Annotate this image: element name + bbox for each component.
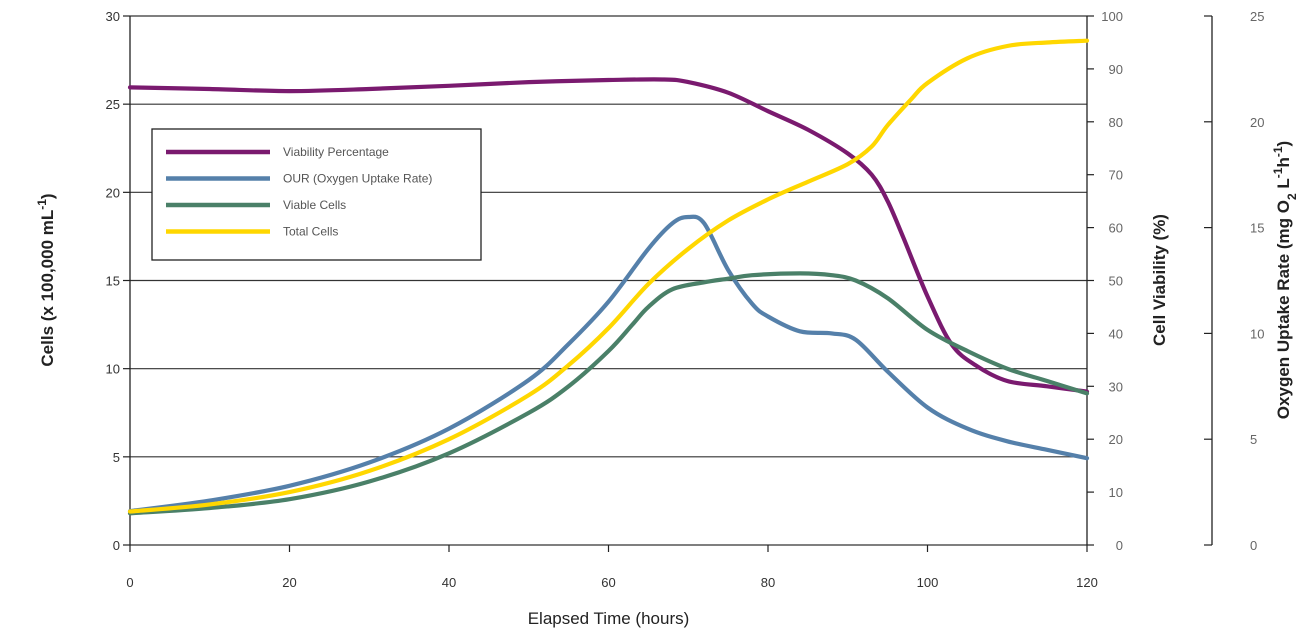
viability-y-tick-label: 100: [1101, 9, 1123, 24]
oxygen-y-tick-label: 5: [1250, 432, 1257, 447]
oxygen-y-tick-label: 20: [1250, 115, 1264, 130]
axis-titles: Elapsed Time (hours) Cells (x 100,000 mL-…: [35, 141, 1299, 628]
legend-label: Total Cells: [283, 225, 338, 239]
left-y-tick-label: 25: [106, 97, 120, 112]
left-y-tick-label: 30: [106, 9, 120, 24]
left-y-tick-label: 0: [113, 538, 120, 553]
viability-y-tick-label: 30: [1109, 379, 1123, 394]
oxygen-axis-title: Oxygen Uptake Rate (mg O2 L-1h-1): [1271, 141, 1299, 419]
left-y-axis-title: Cells (x 100,000 mL-1): [35, 193, 57, 366]
legend-label: Viability Percentage: [283, 145, 389, 159]
series-line-total-cells: [127, 38, 1090, 514]
x-tick-label: 40: [442, 575, 456, 590]
viability-y-tick-label: 80: [1109, 115, 1123, 130]
left-y-tick-label: 20: [106, 185, 120, 200]
x-axis-title: Elapsed Time (hours): [528, 609, 690, 628]
viability-y-tick-label: 40: [1109, 326, 1123, 341]
viability-y-tick-label: 0: [1116, 538, 1123, 553]
series-line-our-oxygen-uptake-rate: [127, 214, 1090, 514]
viability-axis-title: Cell Viability (%): [1150, 214, 1169, 346]
series-line-viability-percentage: [127, 77, 1090, 394]
x-tick-label: 60: [601, 575, 615, 590]
left-y-tick-label: 15: [106, 274, 120, 289]
legend: Viability Percentage OUR (Oxygen Uptake R…: [151, 128, 482, 261]
left-y-tick-label: 10: [106, 362, 120, 377]
viability-y-tick-label: 20: [1109, 432, 1123, 447]
viability-y-tick-label: 50: [1109, 274, 1123, 289]
axes: 0 20 40 60 80 100 1200510152025300102030405060…: [106, 9, 1265, 590]
left-y-tick-label: 5: [113, 450, 120, 465]
viability-y-tick-label: 70: [1109, 168, 1123, 183]
x-tick-label: 120: [1076, 575, 1098, 590]
viability-y-tick-label: 90: [1109, 62, 1123, 77]
series-line-viable-cells: [127, 271, 1090, 516]
series-lines: [127, 38, 1090, 516]
grid-lines: [130, 15, 1087, 546]
oxygen-y-tick-label: 0: [1250, 538, 1257, 553]
legend-label: Viable Cells: [283, 198, 346, 212]
legend-label: OUR (Oxygen Uptake Rate): [283, 172, 432, 186]
x-tick-label: 80: [761, 575, 775, 590]
oxygen-y-tick-label: 15: [1250, 221, 1264, 236]
oxygen-y-tick-label: 10: [1250, 326, 1264, 341]
x-tick-label: 20: [282, 575, 296, 590]
viability-y-tick-label: 10: [1109, 485, 1123, 500]
x-tick-label: 0: [126, 575, 133, 590]
oxygen-y-tick-label: 25: [1250, 9, 1264, 24]
viability-y-tick-label: 60: [1109, 221, 1123, 236]
x-tick-label: 100: [917, 575, 939, 590]
